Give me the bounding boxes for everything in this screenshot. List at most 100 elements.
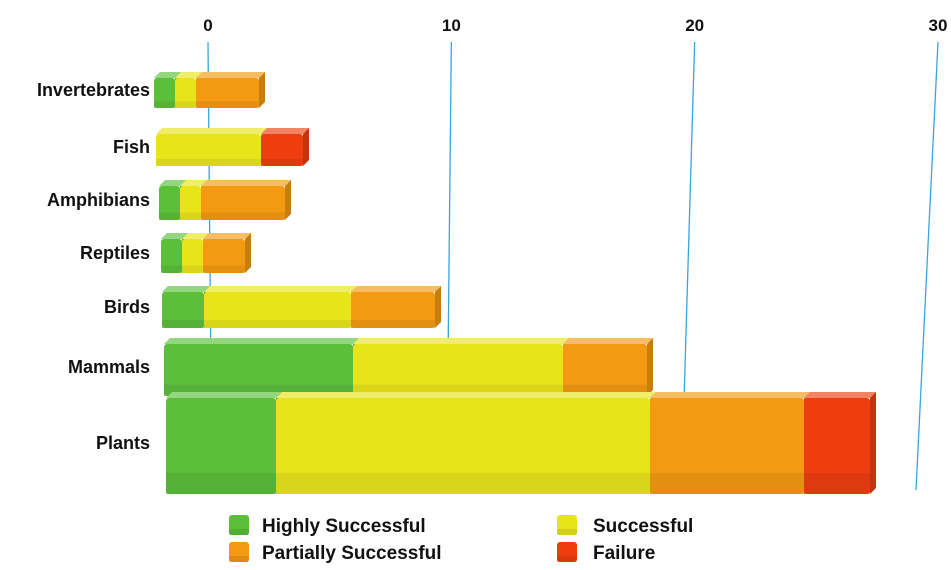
bar-top-face <box>276 392 656 398</box>
bar-segment <box>563 338 653 396</box>
bar-front-face <box>154 78 175 108</box>
bar-shadow <box>180 212 201 220</box>
bar-front-face <box>804 398 870 494</box>
bar-side-face <box>870 392 876 494</box>
bar-shadow <box>159 212 180 220</box>
bar-shadow <box>261 158 303 166</box>
bar-shadow <box>196 101 259 108</box>
bar-segment <box>276 392 656 494</box>
category-label: Mammals <box>68 357 150 377</box>
bar-segment <box>261 128 309 166</box>
bar-segment <box>166 392 282 494</box>
bar-top-face <box>261 128 309 134</box>
category-label: Fish <box>113 137 150 157</box>
bar-segment <box>154 72 181 108</box>
bar-shadow <box>204 320 351 328</box>
bar-front-face <box>180 186 201 220</box>
category-label: Invertebrates <box>37 80 150 100</box>
bar-top-face <box>159 180 186 186</box>
bar-shadow <box>161 265 182 273</box>
legend-item: Failure <box>557 542 655 564</box>
bar-shadow <box>182 265 203 273</box>
bar-front-face <box>182 239 203 273</box>
bar-side-face <box>647 338 653 396</box>
bar-shadow <box>175 101 196 108</box>
bar-shadow <box>353 384 563 396</box>
bar-side-face <box>285 180 291 220</box>
bar-top-face <box>180 180 207 186</box>
bar-segment <box>156 128 267 166</box>
bar-top-face <box>154 72 181 78</box>
bar-front-face <box>650 398 804 494</box>
bar-top-face <box>650 392 810 398</box>
bar-top-face <box>162 286 210 292</box>
bar-side-face <box>245 233 251 273</box>
bar-front-face <box>164 344 353 396</box>
bar-top-face <box>563 338 653 344</box>
bar-top-face <box>166 392 282 398</box>
x-tick-label: 30 <box>929 16 948 35</box>
bar-segment <box>804 392 876 494</box>
category-label: Plants <box>96 433 150 453</box>
bar-front-face <box>161 239 182 273</box>
bar-segment <box>201 180 291 220</box>
legend-item: Successful <box>557 515 693 537</box>
bar-top-face <box>175 72 202 78</box>
gridline <box>915 41 939 491</box>
bar-front-face <box>261 134 303 166</box>
bar-shadow <box>804 472 870 494</box>
bar-top-face <box>353 338 569 344</box>
bar-segment <box>353 338 569 396</box>
bar-shadow <box>650 472 804 494</box>
bar-front-face <box>351 292 435 328</box>
bar-top-face <box>161 233 188 239</box>
bar-segment <box>650 392 810 494</box>
legend-swatch-shade <box>229 529 249 535</box>
bar-segment <box>164 338 359 396</box>
bar-shadow <box>156 158 261 166</box>
bar-shadow <box>154 101 175 108</box>
bar-front-face <box>201 186 285 220</box>
bar-front-face <box>159 186 180 220</box>
legend-swatch-shade <box>557 556 577 562</box>
category-label: Reptiles <box>80 243 150 263</box>
bar-segment <box>351 286 441 328</box>
bar-top-face <box>164 338 359 344</box>
bar-segment <box>162 286 210 328</box>
bar-front-face <box>563 344 647 396</box>
legend-label: Partially Successful <box>262 543 442 564</box>
bar-segment <box>203 233 251 273</box>
legend-label: Failure <box>593 543 655 564</box>
legend-swatch-shade <box>557 529 577 535</box>
bar-front-face <box>166 398 276 494</box>
x-tick-label: 0 <box>203 16 212 35</box>
bar-top-face <box>196 72 265 78</box>
bar-shadow <box>201 212 285 220</box>
bar-segment <box>196 72 265 108</box>
bar-front-face <box>276 398 650 494</box>
bar-shadow <box>164 384 353 396</box>
legend-label: Highly Successful <box>262 516 426 537</box>
x-tick-label: 20 <box>685 16 704 35</box>
bar-front-face <box>156 134 261 166</box>
bar-shadow <box>276 472 650 494</box>
bar-shadow <box>203 265 245 273</box>
bar-side-face <box>259 72 265 108</box>
bar-top-face <box>203 233 251 239</box>
bar-front-face <box>196 78 259 108</box>
bar-top-face <box>204 286 357 292</box>
legend-item: Partially Successful <box>229 542 442 564</box>
bar-front-face <box>175 78 196 108</box>
bar-top-face <box>201 180 291 186</box>
bar-front-face <box>203 239 245 273</box>
category-label: Amphibians <box>47 190 150 210</box>
legend-label: Successful <box>593 516 693 537</box>
legend-item: Highly Successful <box>229 515 426 537</box>
bar-shadow <box>351 320 435 328</box>
bar-shadow <box>563 384 647 396</box>
bar-side-face <box>303 128 309 166</box>
legend-swatch-shade <box>229 556 249 562</box>
bar-front-face <box>204 292 351 328</box>
bar-top-face <box>156 128 267 134</box>
